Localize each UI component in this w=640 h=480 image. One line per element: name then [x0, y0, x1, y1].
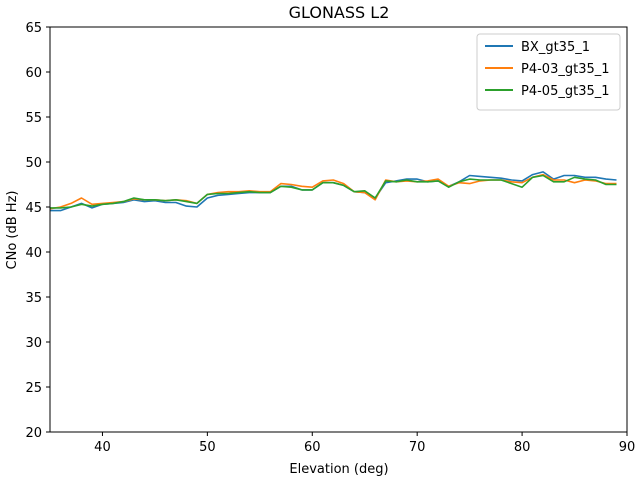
plot-area [49, 171, 617, 212]
y-tick-label: 45 [25, 201, 42, 216]
legend-label-2: P4-03_gt35_1 [521, 62, 610, 77]
y-tick-label: 55 [25, 111, 42, 126]
y-axis-label: CNo (dB Hz) [5, 191, 20, 270]
axes-frame [49, 26, 628, 433]
legend: BX_gt35_1 P4-03_gt35_1 P4-05_gt35_1 [476, 33, 621, 111]
y-tick-label: 65 [25, 21, 42, 36]
y-tick-label: 30 [25, 336, 42, 351]
legend-label-1: BX_gt35_1 [521, 40, 590, 55]
x-tick-label: 40 [94, 440, 111, 455]
x-tick-label: 70 [409, 440, 426, 455]
legend-label-3: P4-05_gt35_1 [521, 84, 610, 99]
axes: 40 50 60 70 80 90 20 25 30 35 40 45 50 55 60 65 [25, 21, 635, 455]
x-tick-label: 80 [514, 440, 531, 455]
x-tick-label: 60 [304, 440, 321, 455]
x-axis-label: Elevation (deg) [289, 462, 388, 477]
y-tick-label: 40 [25, 246, 42, 261]
series-line-3 [50, 174, 617, 209]
y-tick-label: 25 [25, 381, 42, 396]
chart-title: GLONASS L2 [289, 3, 390, 22]
y-tick-label: 35 [25, 291, 42, 306]
x-tick-label: 90 [619, 440, 636, 455]
x-tick-label: 50 [199, 440, 216, 455]
y-tick-label: 20 [25, 426, 42, 441]
y-tick-label: 60 [25, 66, 42, 81]
series-line-2 [49, 173, 617, 210]
y-tick-label: 50 [25, 156, 42, 171]
